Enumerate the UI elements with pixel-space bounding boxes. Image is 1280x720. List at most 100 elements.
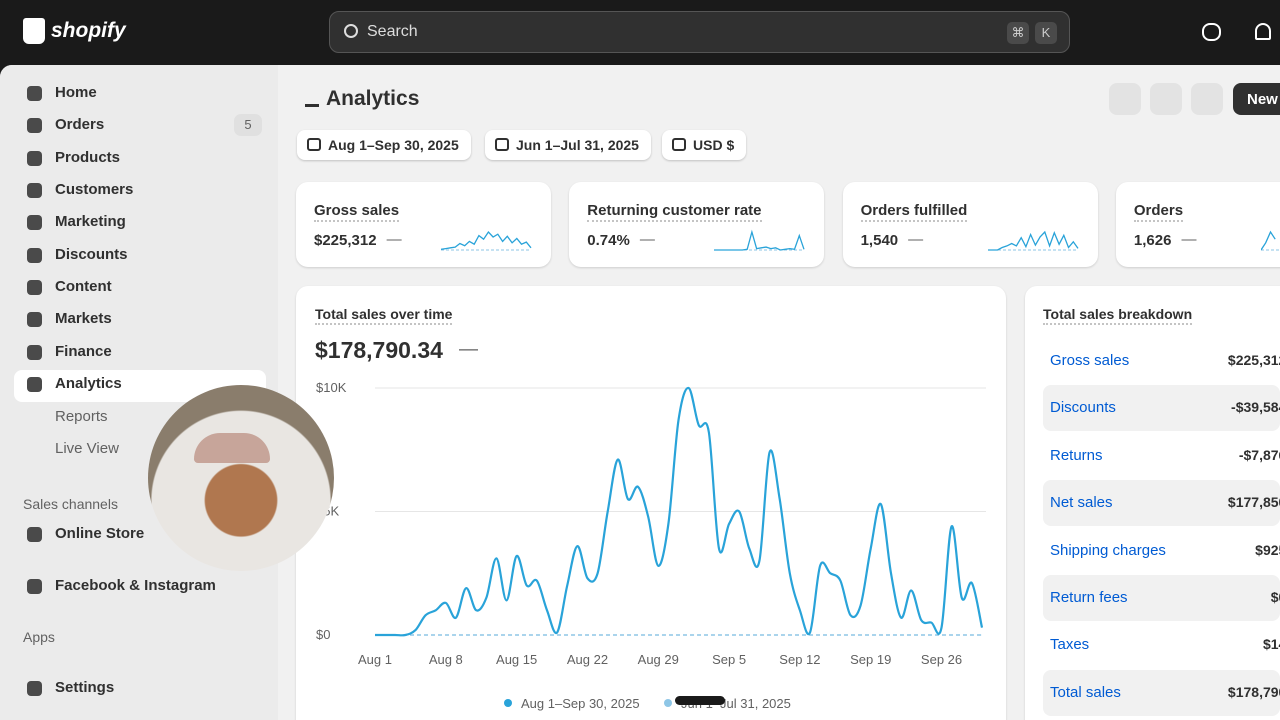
nav-item[interactable]: Analytics — [55, 375, 122, 392]
row-value: -$7,876.8 — [1238, 446, 1280, 463]
search-box[interactable]: Search ⌘ K — [329, 11, 1070, 53]
nav-item[interactable]: Content — [55, 278, 112, 295]
button[interactable] — [1191, 83, 1223, 115]
row-value: $178,790.3 — [1227, 683, 1280, 700]
metric-card[interactable]: Gross sales $225,312 — — [296, 182, 551, 267]
breakdown-row[interactable]: Taxes $14.1 — [1043, 622, 1280, 668]
trend: — — [639, 231, 655, 248]
breakdown-card: Total sales breakdown Gross sales $225,31… — [1025, 286, 1280, 720]
nav-item[interactable]: Settings — [55, 679, 115, 696]
metric-card[interactable]: Orders fulfilled 1,540 — — [842, 182, 1098, 267]
nav-item[interactable]: Online Store — [55, 525, 145, 542]
metric-value: 1,626 — [1133, 232, 1172, 249]
row-value: $14.1 — [1262, 636, 1280, 653]
section-label[interactable]: Sales channels — [23, 496, 118, 512]
breakdown-row[interactable]: Returns -$7,876.8 — [1043, 433, 1280, 479]
nav-item[interactable]: Customers — [55, 181, 134, 198]
x-tick-label: Aug 15 — [496, 652, 537, 667]
new-button[interactable]: New — [1233, 83, 1280, 115]
chart-total: $178,790.34 — [315, 337, 443, 363]
row-value: $177,850.8 — [1227, 494, 1280, 511]
chip-icon — [672, 138, 686, 151]
x-tick-label: Sep 5 — [712, 652, 746, 667]
nav-icon — [27, 681, 42, 696]
sparkline-line — [987, 230, 1079, 251]
nav-icon — [27, 118, 42, 133]
sparkline-line — [441, 230, 532, 250]
metric-label-wrap: Orders — [1133, 202, 1184, 222]
cap — [194, 433, 270, 463]
filter-chip[interactable]: USD $ — [662, 130, 747, 160]
metric-value: 0.74% — [587, 232, 630, 249]
x-tick-label: Aug 22 — [567, 652, 608, 667]
nav-subitem[interactable]: Live View — [55, 440, 119, 457]
nav-icon — [27, 248, 42, 263]
chart-card: Total sales over time $178,790.34 — $0$5… — [296, 286, 1006, 720]
nav-item[interactable]: Finance — [55, 343, 112, 360]
series-line — [375, 386, 984, 637]
nav-item[interactable]: Home — [55, 84, 97, 101]
x-tick-label: Aug 8 — [429, 652, 463, 667]
row-label: Returns — [1050, 446, 1103, 464]
nav-item[interactable]: Products — [55, 149, 121, 166]
metric-label: Gross sales — [314, 202, 400, 222]
bell-icon[interactable] — [1255, 23, 1271, 40]
nav-icon — [27, 151, 42, 166]
legend-label: Aug 1–Sep 30, 2025 — [521, 696, 640, 711]
button[interactable] — [1150, 83, 1182, 115]
row-label: Net sales — [1050, 494, 1113, 512]
sparkline — [714, 229, 805, 251]
metric-label-wrap: Returning customer rate — [587, 202, 762, 222]
nav-item[interactable]: Facebook & Instagram — [55, 577, 216, 594]
search-placeholder: Search — [367, 23, 418, 40]
sparkline-line — [1260, 230, 1276, 251]
breakdown-row[interactable]: Discounts -$39,584.6 — [1043, 385, 1280, 432]
nav-item[interactable]: Discounts — [55, 246, 128, 263]
breakdown-row[interactable]: Shipping charges $925.3 — [1043, 528, 1280, 574]
section-label[interactable]: Apps — [23, 629, 55, 645]
legend-swatch — [664, 699, 672, 707]
breakdown-title: Total sales breakdown — [1043, 306, 1193, 325]
legend-swatch — [504, 699, 512, 707]
nav-icon — [27, 345, 42, 360]
x-tick-label: Sep 26 — [921, 652, 962, 667]
nav-subitem[interactable]: Reports — [55, 408, 108, 425]
store-icon[interactable] — [1202, 23, 1221, 41]
metric-value: $225,312 — [314, 232, 377, 249]
breakdown-row[interactable]: Gross sales $225,312.3 — [1043, 338, 1280, 384]
nav-item[interactable]: Orders — [55, 116, 105, 133]
row-label: Return fees — [1050, 589, 1128, 606]
nav-icon — [27, 280, 42, 295]
metric-card[interactable]: Returning customer rate 0.74% — — [569, 182, 825, 267]
breakdown-row[interactable]: Total sales $178,790.3 — [1043, 669, 1280, 716]
row-value: $925.3 — [1255, 541, 1280, 558]
row-value: $0.0 — [1270, 589, 1280, 605]
button[interactable] — [1109, 83, 1141, 115]
nav-item[interactable]: Marketing — [55, 213, 126, 230]
sparkline — [1260, 230, 1280, 251]
x-tick-label: Sep 12 — [779, 652, 820, 667]
metric-card[interactable]: Orders 1,626 — — [1115, 182, 1280, 267]
chip-icon — [495, 138, 509, 151]
shortcut-key: ⌘ — [1007, 22, 1029, 44]
trend: — — [1181, 231, 1197, 248]
row-label: Shipping charges — [1050, 541, 1166, 559]
filter-chip[interactable]: Aug 1–Sep 30, 2025 — [297, 130, 471, 160]
metric-label-wrap: Gross sales — [314, 202, 400, 222]
trend: — — [908, 231, 924, 248]
x-tick-label: Sep 19 — [850, 652, 891, 667]
breakdown-row[interactable]: Net sales $177,850.8 — [1043, 480, 1280, 527]
row-label: Total sales — [1050, 683, 1121, 701]
filter-chip[interactable]: Jun 1–Jul 31, 2025 — [485, 130, 651, 160]
breakdown-row[interactable]: Return fees $0.0 — [1043, 575, 1280, 621]
nav-icon — [27, 527, 42, 542]
nav-icon — [27, 312, 42, 327]
sparkline — [441, 230, 532, 251]
y-tick-label: $10K — [316, 380, 347, 395]
y-tick-label: $0 — [316, 627, 330, 642]
metric-label: Returning customer rate — [587, 202, 762, 222]
x-tick-label: Aug 29 — [638, 652, 679, 667]
nav-item[interactable]: Markets — [55, 310, 112, 327]
logo-icon — [23, 18, 45, 44]
